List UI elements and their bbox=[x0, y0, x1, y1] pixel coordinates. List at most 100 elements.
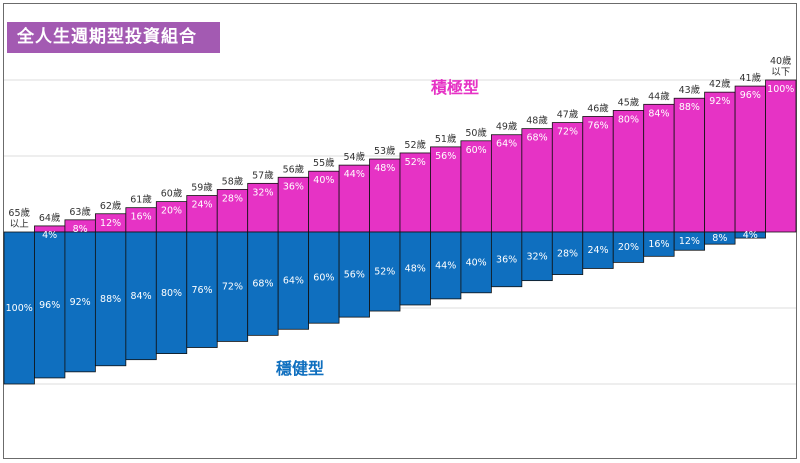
age-label: 47歲 bbox=[557, 109, 579, 121]
age-label: 52歲 bbox=[404, 139, 426, 151]
series-label-aggressive: 積極型 bbox=[430, 78, 479, 97]
age-label: 45歲 bbox=[618, 96, 640, 108]
bar-stable bbox=[216, 231, 249, 342]
bar-stable bbox=[582, 231, 614, 269]
bar-label-stable: 96% bbox=[39, 300, 60, 311]
bar-label-stable: 20% bbox=[618, 242, 639, 253]
age-label: 64歲 bbox=[39, 212, 61, 224]
bar-label-aggressive: 56% bbox=[435, 151, 456, 162]
age-label: 59歲 bbox=[191, 182, 213, 194]
bar-label-aggressive: 96% bbox=[740, 90, 761, 101]
bar-label-stable: 44% bbox=[435, 260, 456, 271]
bar-aggressive bbox=[734, 85, 766, 233]
bar-label-aggressive: 60% bbox=[466, 145, 487, 156]
bar-label-aggressive: 68% bbox=[527, 133, 548, 144]
bar-stable bbox=[64, 231, 96, 373]
bar-label-aggressive: 36% bbox=[283, 181, 304, 192]
bar-label-stable: 52% bbox=[374, 267, 395, 278]
bar-stable bbox=[521, 231, 553, 282]
age-label: 以下 bbox=[771, 67, 790, 78]
age-label: 55歲 bbox=[313, 157, 335, 169]
bar-stable bbox=[369, 231, 401, 312]
bar-label-aggressive: 72% bbox=[557, 127, 578, 138]
bar-label-aggressive: 44% bbox=[344, 169, 365, 180]
bar-label-stable: 60% bbox=[313, 273, 334, 284]
bar-stable bbox=[3, 231, 35, 385]
bar-stable bbox=[277, 231, 310, 330]
bar-label-stable: 100% bbox=[6, 303, 33, 314]
bar-aggressive bbox=[125, 207, 157, 233]
bar-stable bbox=[490, 231, 523, 288]
bar-stable bbox=[94, 231, 127, 367]
bar-aggressive bbox=[430, 146, 462, 233]
bar-aggressive bbox=[551, 122, 584, 233]
age-label: 51歲 bbox=[435, 133, 457, 145]
bar-label-stable: 76% bbox=[191, 285, 212, 296]
bar-aggressive bbox=[155, 201, 188, 233]
age-label: 53歲 bbox=[374, 145, 396, 157]
bar-stable bbox=[155, 231, 188, 354]
bar-label-stable: 92% bbox=[70, 297, 91, 308]
age-label: 57歲 bbox=[252, 169, 274, 181]
bar-label-aggressive: 84% bbox=[648, 108, 669, 119]
age-label: 48歲 bbox=[526, 115, 548, 127]
bar-label-aggressive: 52% bbox=[405, 157, 426, 168]
age-label: 以上 bbox=[10, 219, 30, 230]
bar-label-aggressive: 4% bbox=[42, 230, 57, 241]
age-label: 54歲 bbox=[344, 151, 366, 163]
bar-aggressive bbox=[643, 103, 675, 233]
bar-label-stable: 56% bbox=[344, 270, 365, 281]
bar-label-stable: 8% bbox=[712, 233, 727, 244]
age-label: 41歲 bbox=[740, 72, 762, 84]
age-label: 44歲 bbox=[648, 90, 670, 102]
bar-label-stable: 64% bbox=[283, 276, 304, 287]
age-label: 60歲 bbox=[161, 188, 183, 200]
bar-label-stable: 72% bbox=[222, 282, 243, 293]
bar-stable bbox=[612, 231, 645, 263]
bar-label-aggressive: 48% bbox=[374, 163, 395, 174]
age-label: 65歲 bbox=[8, 207, 30, 219]
bar-label-aggressive: 64% bbox=[496, 139, 517, 150]
bar-label-aggressive: 40% bbox=[313, 175, 334, 186]
bar-labels: 100% 4% 96% 8% 92% 12% 88% 16% 84% 20% 80% 24% 76% 28… bbox=[6, 84, 795, 314]
bar-label-stable: 16% bbox=[648, 239, 669, 250]
bar-label-aggressive: 76% bbox=[587, 120, 608, 131]
bar-aggressive bbox=[582, 116, 614, 233]
bar-aggressive bbox=[704, 91, 736, 233]
bar-label-aggressive: 92% bbox=[709, 96, 730, 107]
bar-label-aggressive: 16% bbox=[131, 212, 152, 223]
bar-label-stable: 48% bbox=[405, 263, 426, 274]
bar-label-aggressive: 32% bbox=[252, 187, 273, 198]
bar-stable bbox=[643, 231, 675, 257]
age-label: 49歲 bbox=[496, 121, 518, 133]
bar-label-aggressive: 8% bbox=[73, 224, 88, 235]
bar-label-stable: 80% bbox=[161, 288, 182, 299]
series-label-stable: 穩健型 bbox=[276, 359, 324, 378]
bar-stable bbox=[338, 231, 370, 318]
bar-aggressive bbox=[765, 79, 797, 233]
bar-aggressive bbox=[521, 128, 553, 233]
bar-label-aggressive: 88% bbox=[679, 102, 700, 113]
bars bbox=[3, 79, 797, 385]
bar-label-stable: 36% bbox=[496, 254, 517, 265]
bar-label-stable: 28% bbox=[557, 248, 578, 259]
age-label: 43歲 bbox=[679, 84, 701, 96]
age-label: 42歲 bbox=[709, 78, 731, 90]
age-label: 40歲 bbox=[770, 55, 792, 67]
age-label: 46歲 bbox=[587, 102, 609, 114]
age-label: 62歲 bbox=[100, 200, 122, 212]
bar-label-stable: 68% bbox=[252, 279, 273, 290]
bar-label-aggressive: 28% bbox=[222, 193, 243, 204]
bar-label-stable: 32% bbox=[527, 251, 548, 262]
chart-title: 全人生週期型投資組合 bbox=[7, 22, 220, 53]
bar-label-stable: 4% bbox=[743, 230, 758, 241]
bar-label-aggressive: 24% bbox=[191, 200, 212, 211]
bar-stable bbox=[34, 231, 66, 379]
age-label: 63歲 bbox=[69, 206, 91, 218]
bar-label-stable: 88% bbox=[100, 294, 121, 305]
age-label: 61歲 bbox=[130, 194, 152, 206]
bar-aggressive bbox=[277, 176, 310, 233]
bar-aggressive bbox=[186, 195, 218, 233]
